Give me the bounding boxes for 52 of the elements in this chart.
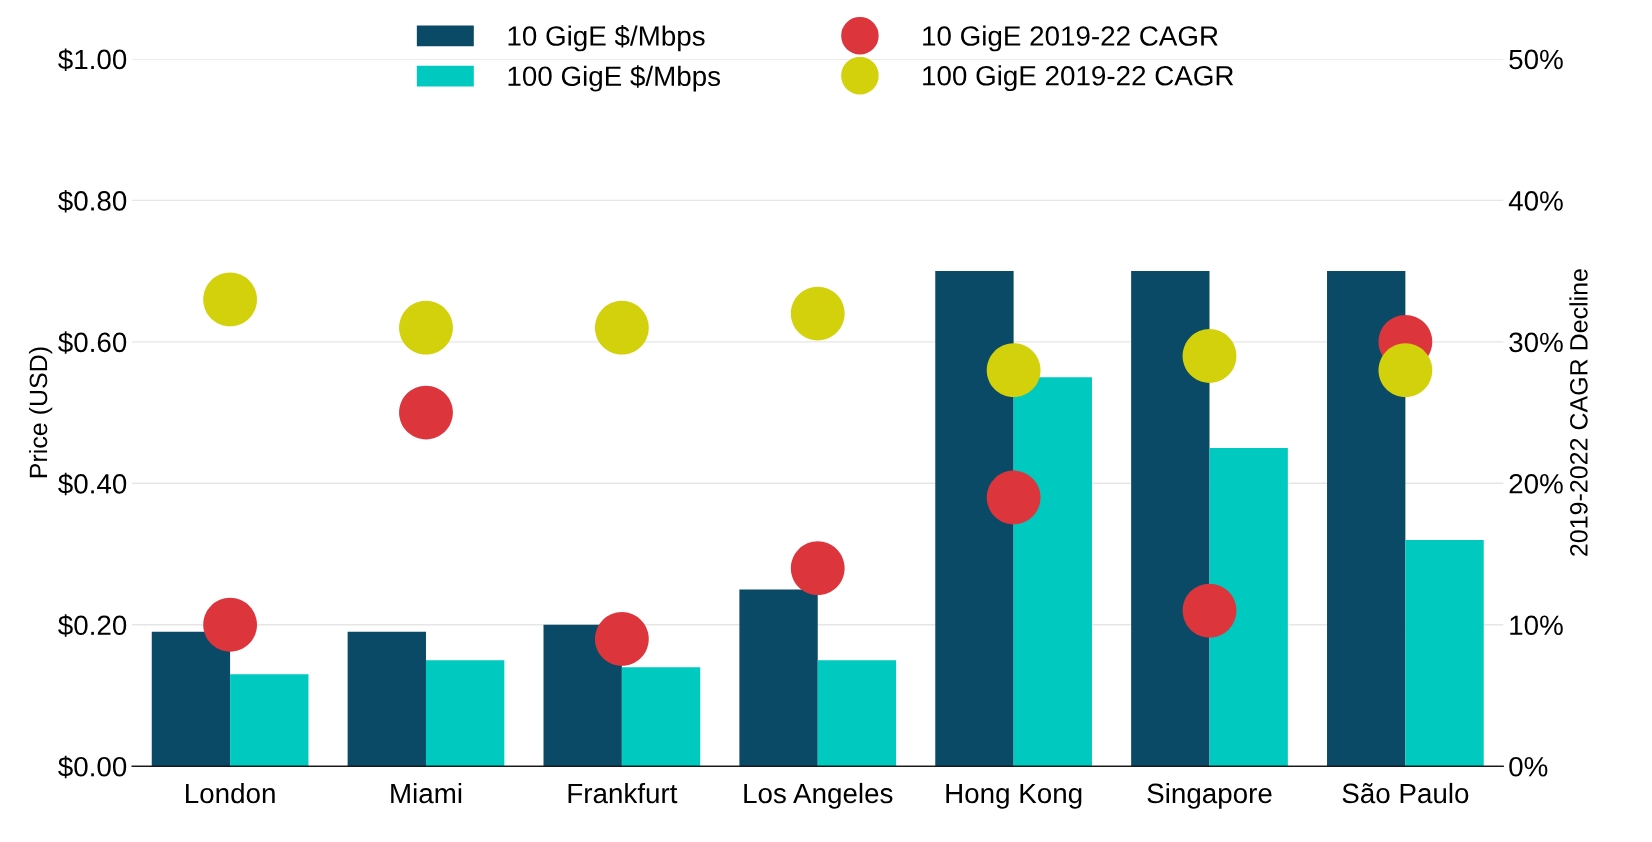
point <box>594 612 649 666</box>
bar <box>1131 271 1210 767</box>
point <box>399 300 453 355</box>
x-tick-label: Los Angeles <box>744 782 893 809</box>
y-tick-label: $0.60 <box>58 331 127 354</box>
y2-axis-title: 2019-2022 CAGR Decline <box>1569 269 1588 556</box>
x-tick-label: São Paulo <box>1342 782 1469 804</box>
bar <box>347 631 426 767</box>
point <box>594 300 649 355</box>
point <box>986 470 1041 525</box>
bar <box>151 631 231 767</box>
y-axis-title: Price (USD) <box>28 347 53 478</box>
bar <box>1209 447 1288 767</box>
point <box>790 286 845 341</box>
bar <box>935 271 1014 767</box>
point <box>1378 343 1433 398</box>
x-tick-label: Hong Kong <box>946 783 1082 809</box>
legend-label: 100 GigE 2019-22 CAGR <box>923 65 1234 92</box>
legend-label: 10 GigE $/Mbps <box>508 25 705 52</box>
x-tick-label: London <box>186 782 275 804</box>
bar <box>1013 377 1092 767</box>
bar <box>425 660 505 767</box>
bar <box>543 624 622 767</box>
y2-tick-label: 40% <box>1508 191 1563 211</box>
point <box>1182 583 1237 638</box>
y-tick-label: $0.80 <box>58 189 127 213</box>
bar <box>621 667 701 767</box>
bar <box>1405 539 1484 767</box>
y2-tick-label: 30% <box>1509 332 1563 353</box>
bar <box>1327 271 1406 767</box>
point <box>790 541 845 596</box>
x-tick-label: Singapore <box>1147 782 1272 809</box>
bar <box>739 589 818 767</box>
bar <box>230 674 309 767</box>
y2-tick-label: 50% <box>1509 49 1563 70</box>
point <box>399 385 453 440</box>
legend-label: 100 GigE $/Mbps <box>508 65 721 92</box>
y2-tick-label: 20% <box>1509 473 1563 494</box>
bar <box>817 660 897 767</box>
y-tick-label: $0.40 <box>58 472 127 496</box>
y-tick-label: $1.00 <box>58 48 127 71</box>
x-tick-label: Frankfurt <box>568 782 678 804</box>
point <box>1182 329 1237 383</box>
x-tick-label: Miami <box>391 782 462 804</box>
legend-label: 10 GigE 2019-22 CAGR <box>923 25 1218 52</box>
point <box>203 272 257 327</box>
y2-tick-label: 0% <box>1509 756 1548 777</box>
point <box>203 597 257 652</box>
y-tick-label: $0.20 <box>58 614 127 637</box>
y-tick-label: $0.00 <box>58 755 127 779</box>
point <box>986 343 1041 398</box>
y2-tick-label: 10% <box>1510 615 1563 636</box>
